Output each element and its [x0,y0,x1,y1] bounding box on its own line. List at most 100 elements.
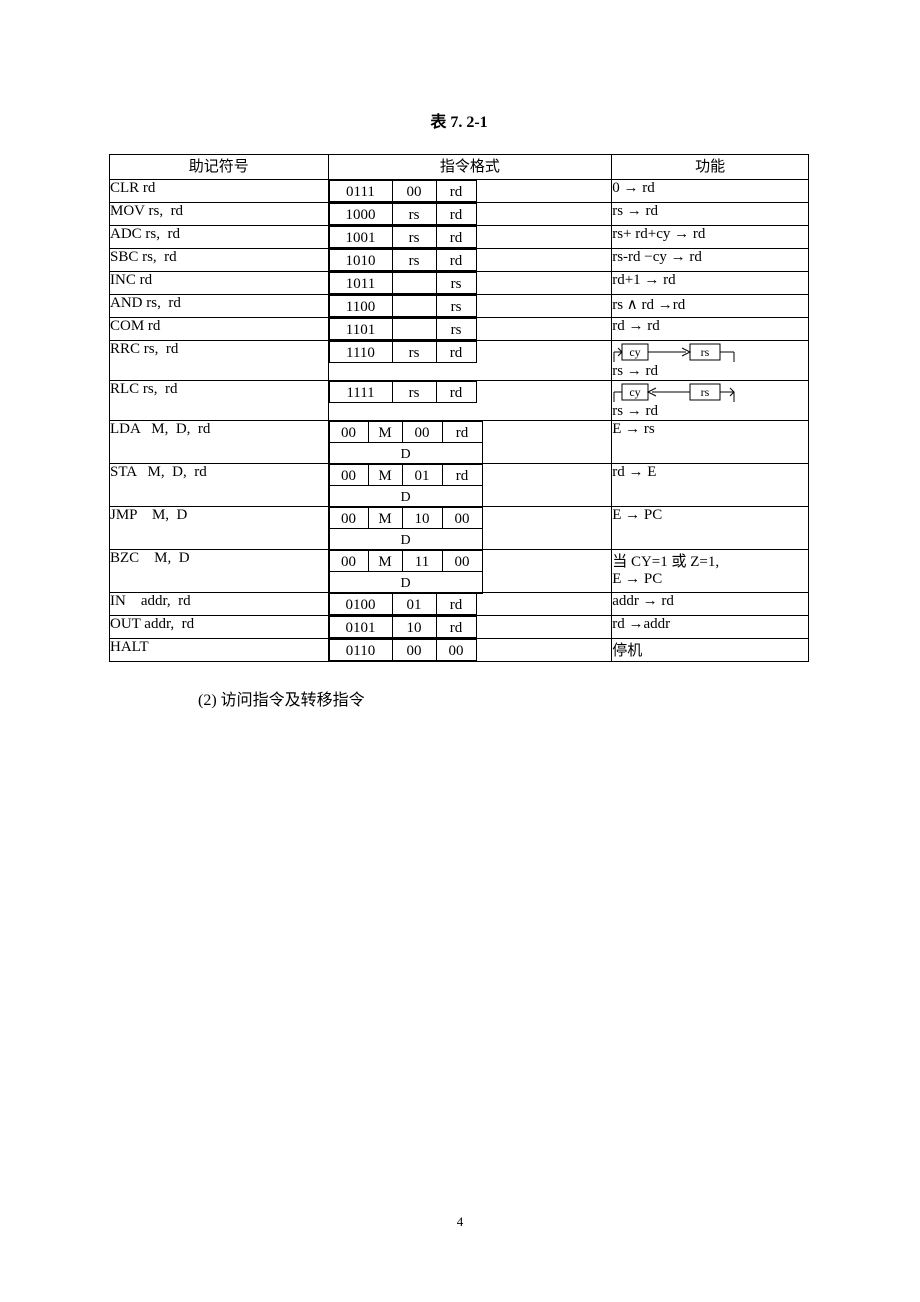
function-cell: cy rs rs → rd [612,341,809,381]
rotate-diagram: cy rs [612,341,742,363]
format-field: 1000 [329,203,393,225]
svg-text:cy: cy [630,385,641,399]
table-body-io: IN addr, rd010001rdaddr → rdOUT addr, rd… [110,593,809,639]
format-cell: 1111rsrd [328,381,612,421]
format-field: 00 [403,421,443,443]
instruction-table: 助记符号 指令格式 功能 CLR rd011100rd0 → rdMOV rs,… [109,154,809,662]
format-field: rs [393,249,437,271]
function-cell: cyrsrs → rd [612,381,809,421]
format-field: 00 [329,464,369,486]
svg-text:rs: rs [701,385,710,399]
table-row: MOV rs, rd1000rsrdrs → rd [110,203,809,226]
instruction-format: 1111rsrd [329,381,612,403]
function-text: addr → rd [612,593,674,609]
table-title: 表 7. 2-1 [108,108,810,132]
format-field: 00 [393,180,437,202]
format-d-label: D [329,490,483,506]
instruction-format: 1010rsrd [329,249,612,271]
instruction-format: 011100rd [329,180,612,202]
format-field: rd [437,381,477,403]
instruction-format: 010001rd [329,593,612,615]
format-field: rs [437,295,477,317]
mnemonic-cell: CLR rd [110,180,329,203]
function-text: E → PC [612,571,808,588]
mnemonic-cell: COM rd [110,318,329,341]
format-field: rs [437,318,477,340]
format-field: rs [393,341,437,363]
instruction-format: 00M01rdD [329,464,612,506]
table-row: INC rd1011rsrd+1 → rd [110,272,809,295]
function-text: rd →addr [612,616,670,632]
mnemonic-cell: STA M, D, rd [110,464,329,507]
format-cell: 1101 rs [328,318,612,341]
format-cell: 010001rd [328,593,612,616]
format-cell: 1110rsrd [328,341,612,381]
format-field: M [369,507,403,529]
instruction-format: 1101 rs [329,318,612,340]
instruction-format: 00M00rdD [329,421,612,463]
table-body-ops: CLR rd011100rd0 → rdMOV rs, rd1000rsrdrs… [110,180,809,421]
format-field: M [369,464,403,486]
format-field: 0111 [329,180,393,202]
function-cell: addr → rd [612,593,809,616]
instruction-format: 00M1100D [329,550,612,592]
mnemonic-cell: RLC rs, rd [110,381,329,421]
table-row: HALT01100000停机 [110,639,809,662]
instruction-format: 1011rs [329,272,612,294]
table-row: COM rd1101rsrd → rd [110,318,809,341]
format-cell: 010110rd [328,616,612,639]
format-field: 00 [437,639,477,661]
format-d-label: D [329,576,483,592]
function-text: E → PC [612,507,662,523]
function-cell: E → rs [612,421,809,464]
function-text: → rd [625,318,660,334]
function-text: rs → rd [612,363,808,380]
mnemonic-cell: SBC rs, rd [110,249,329,272]
table-body-mem: LDA M, D, rd00M00rdDE → rsSTA M, D, rd00… [110,421,809,593]
table-row: ADC rs, rd1001rsrdrs+ rd+cy → rd [110,226,809,249]
function-cell: rd →addr [612,616,809,639]
format-cell: 00M01rdD [328,464,612,507]
format-field: rd [437,341,477,363]
function-cell: rs+ rd+cy → rd [612,226,809,249]
mnemonic-cell: ADC rs, rd [110,226,329,249]
format-field: 1001 [329,226,393,248]
header-mnemonic: 助记符号 [110,155,329,180]
rotate-diagram: cy rs [612,381,742,403]
format-field: rd [437,249,477,271]
mnemonic-cell: BZC M, D [110,550,329,593]
format-field: 1101 [329,318,393,340]
svg-text:cy: cy [630,345,641,359]
format-field: rd [437,593,477,615]
function-text: rs+ rd+cy → rd [612,226,705,242]
format-field: 11 [403,550,443,572]
mnemonic-cell: AND rs, rd [110,295,329,318]
format-field: 00 [329,550,369,572]
instruction-format: 01100000 [329,639,612,661]
format-field: 00 [443,550,483,572]
mnemonic-cell: LDA M, D, rd [110,421,329,464]
svg-text:rs: rs [701,345,710,359]
format-field: 00 [329,421,369,443]
format-field: rd [437,616,477,638]
header-row: 助记符号 指令格式 功能 [110,155,809,180]
table-row: CLR rd011100rd0 → rd [110,180,809,203]
instruction-format: 1000rsrd [329,203,612,225]
instruction-format: 1001rsrd [329,226,612,248]
format-field: 10 [403,507,443,529]
format-field: 1110 [329,341,393,363]
header-function: 功能 [612,155,809,180]
function-cell: rs → rd [612,203,809,226]
format-field: rs [393,381,437,403]
format-field: 10 [393,616,437,638]
format-field: 1111 [329,381,393,403]
format-cell: 1010rsrd [328,249,612,272]
format-d-label: D [329,447,483,463]
table-row: STA M, D, rd00M01rdDrd → E [110,464,809,507]
function-text: rs ∧ rd →rd [612,297,685,313]
instruction-format: 1100rs [329,295,612,317]
mnemonic-cell: INC rd [110,272,329,295]
header-format: 指令格式 [328,155,612,180]
format-cell: 1001rsrd [328,226,612,249]
format-field: rs [393,226,437,248]
